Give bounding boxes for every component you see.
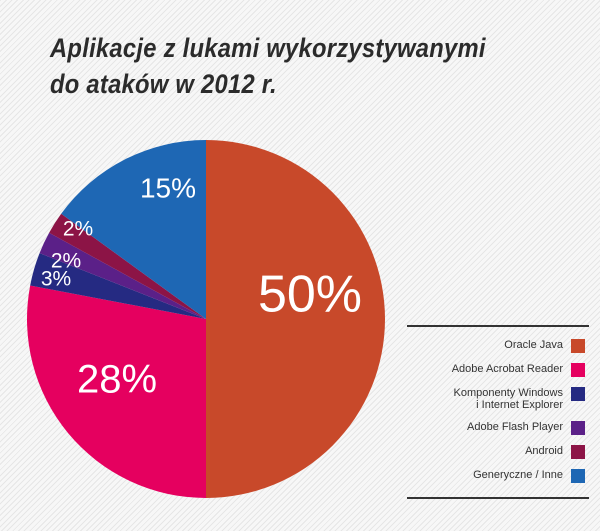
legend-swatch-icon <box>571 469 585 483</box>
legend-item: Adobe Acrobat Reader <box>407 363 589 377</box>
legend-item: Generyczne / Inne <box>407 469 589 483</box>
legend-swatch-icon <box>571 421 585 435</box>
legend-swatch-icon <box>571 387 585 401</box>
legend-swatch-icon <box>571 363 585 377</box>
legend-label: Adobe Acrobat Reader <box>452 363 563 375</box>
legend-label: Adobe Flash Player <box>467 421 563 433</box>
legend-label-line: Adobe Acrobat Reader <box>451 363 563 375</box>
pie-slice-4 <box>39 232 206 319</box>
legend-label: Komponenty Windows i Internet Explorer <box>454 387 563 411</box>
legend-label: Android <box>525 445 563 457</box>
pie-label-6: 15% <box>140 172 196 203</box>
legend-swatch-icon <box>571 339 585 353</box>
pie-label-2: 28% <box>77 358 157 402</box>
pie-label-3: 3% <box>41 268 71 291</box>
legend-item: Android <box>407 445 589 459</box>
legend-swatch-icon <box>571 445 585 459</box>
legend-label-line: i Internet Explorer <box>476 399 563 411</box>
legend: Oracle Java Adobe Acrobat Reader Komponent… <box>407 325 589 499</box>
legend-bottom-rule <box>407 497 589 499</box>
pie-slice-5 <box>49 213 206 319</box>
legend-items: Oracle Java Adobe Acrobat Reader Komponent… <box>407 327 589 497</box>
legend-item: Adobe Flash Player <box>407 421 589 435</box>
legend-label: Oracle Java <box>504 339 563 351</box>
legend-top-rule <box>407 325 589 327</box>
pie-label-4: 2% <box>51 250 81 273</box>
chart-title-line-2: do ataków w 2012 r. <box>50 69 277 99</box>
chart-title-line-1: Aplikacje z lukami wykorzystywanymi <box>50 33 486 63</box>
pie-slice-3 <box>30 253 207 319</box>
legend-item: Oracle Java <box>407 339 589 353</box>
legend-label: Generyczne / Inne <box>473 469 563 481</box>
legend-label-line: Generyczne / Inne <box>473 469 563 481</box>
chart-title: Aplikacje z lukami wykorzystywanymi do a… <box>50 30 486 102</box>
legend-label-line: Komponenty Windows <box>453 387 563 399</box>
pie-slice-6 <box>61 140 206 319</box>
pie-slice-2 <box>26 285 207 498</box>
pie-slice-1 <box>206 140 385 498</box>
pie-label-5: 2% <box>63 218 93 241</box>
legend-label-line: Oracle Java <box>504 339 563 351</box>
legend-item: Komponenty Windows i Internet Explorer <box>407 387 589 411</box>
pie-label-1: 50% <box>258 266 362 324</box>
legend-label-line: Android <box>525 445 563 457</box>
legend-label-line: Adobe Flash Player <box>467 421 563 433</box>
